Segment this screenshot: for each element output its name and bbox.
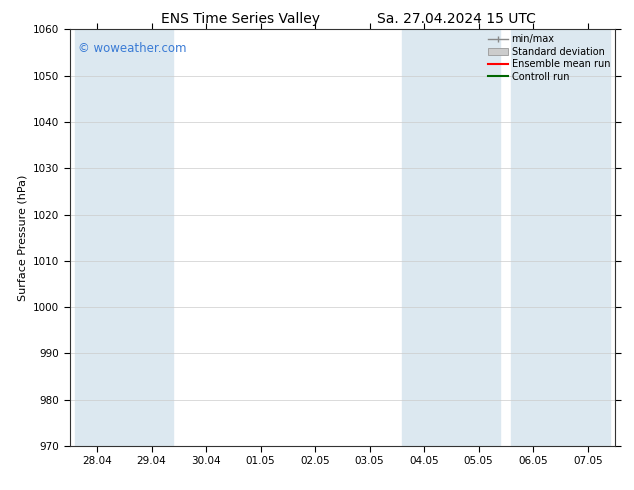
Legend: min/max, Standard deviation, Ensemble mean run, Controll run: min/max, Standard deviation, Ensemble me… <box>486 32 612 83</box>
Bar <box>403 29 500 446</box>
Bar <box>512 29 609 446</box>
Y-axis label: Surface Pressure (hPa): Surface Pressure (hPa) <box>18 174 27 301</box>
Text: Sa. 27.04.2024 15 UTC: Sa. 27.04.2024 15 UTC <box>377 12 536 26</box>
Bar <box>75 29 173 446</box>
Text: ENS Time Series Valley: ENS Time Series Valley <box>162 12 320 26</box>
Text: © woweather.com: © woweather.com <box>78 42 186 55</box>
